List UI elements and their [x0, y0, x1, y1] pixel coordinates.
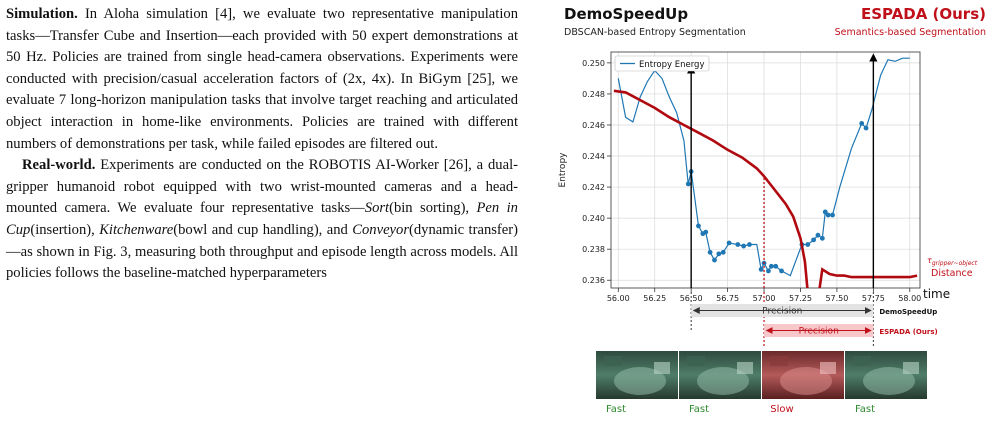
- y-tick-label: 0.240: [582, 214, 605, 223]
- scene-object: [770, 356, 788, 366]
- entropy-segment-points: [685, 121, 869, 274]
- demospeedup-precision-label: Precision: [762, 307, 802, 317]
- figure-svg: DemoSpeedUp DBSCAN-based Entropy Segment…: [558, 5, 986, 415]
- distance-curve: [613, 89, 918, 288]
- y-tick-label: 0.242: [582, 183, 605, 192]
- entropy-point: [707, 249, 713, 255]
- paragraph-text: In Aloha simulation [4], we evaluate two…: [6, 6, 518, 152]
- legend: Entropy Energy: [614, 55, 710, 72]
- scene-object: [737, 362, 753, 374]
- entropy-point: [815, 232, 821, 238]
- plot-frame: [610, 51, 921, 289]
- x-tick-label: 56.75: [716, 294, 739, 303]
- x-tick-label: 56.00: [607, 294, 630, 303]
- entropy-point: [825, 212, 831, 218]
- distance-symbol: τgripper~object: [927, 256, 978, 267]
- entropy-point: [811, 237, 816, 243]
- y-tick-label: 0.246: [582, 121, 605, 130]
- demospeedup-title: DemoSpeedUp: [564, 5, 688, 23]
- scene-object: [654, 362, 670, 374]
- gripper-shape: [614, 367, 666, 395]
- entropy-point: [703, 229, 709, 235]
- entropy-point: [766, 268, 771, 274]
- speed-label: Fast: [606, 404, 626, 415]
- paragraph-text: (dynamic transfer)—as shown in Fig. 3, m…: [6, 221, 518, 282]
- demospeedup-subtitle: DBSCAN-based Entropy Segmentation: [564, 27, 746, 38]
- x-tick-label: 56.25: [643, 294, 666, 303]
- x-tick-label: 58.00: [898, 294, 921, 303]
- y-tick-label: 0.250: [582, 59, 605, 68]
- paragraph-run-in-heading: Real-world.: [22, 157, 96, 174]
- speed-label: Slow: [770, 404, 793, 415]
- entropy-point: [863, 125, 869, 131]
- entropy-point: [735, 242, 741, 247]
- paragraph-text: (bowl and cup handling), and: [173, 221, 353, 238]
- gripper-shape: [780, 367, 832, 395]
- y-tick-label: 0.236: [582, 276, 605, 285]
- x-tick-label: 57.00: [753, 294, 776, 303]
- entropy-point: [773, 263, 779, 269]
- paragraph-text: (insertion),: [30, 221, 100, 238]
- distance-label: Distance: [931, 268, 973, 279]
- paragraph-run-in-heading: Simulation.: [6, 6, 78, 22]
- figure-panel: DemoSpeedUp DBSCAN-based Entropy Segment…: [540, 0, 991, 437]
- entropy-point: [859, 121, 865, 126]
- paragraph-text: (bin sorting),: [389, 200, 477, 217]
- segment-markers: [686, 53, 878, 288]
- task-name: Kitchenware: [99, 221, 174, 238]
- y-tick-label: 0.238: [582, 245, 605, 254]
- entropy-energy-line: [617, 57, 910, 277]
- entropy-point: [726, 240, 732, 246]
- text-column: Simulation. In Aloha simulation [4], we …: [6, 4, 518, 285]
- x-tick-label: 56.50: [680, 294, 703, 303]
- espada-subtitle: Semantics-based Segmentation: [835, 27, 986, 38]
- entropy-point: [805, 242, 811, 247]
- speed-label: Fast: [689, 404, 709, 415]
- entropy-point: [685, 181, 691, 187]
- entropy-point: [720, 249, 726, 255]
- y-axis-label: Entropy: [558, 152, 568, 188]
- x-axis-label: time: [923, 287, 950, 301]
- gripper-shape: [697, 367, 749, 395]
- paragraph-real-world: Real-world. Experiments are conducted on…: [6, 155, 518, 285]
- paragraph-text: Experiments are conducted on the ROBOTIS…: [6, 157, 518, 217]
- entropy-point: [830, 212, 835, 218]
- scene-object: [853, 356, 871, 366]
- paragraph-body: Experiments are conducted on the ROBOTIS…: [6, 157, 518, 281]
- entropy-point: [819, 235, 825, 241]
- paragraph-simulation: Simulation. In Aloha simulation [4], we …: [6, 4, 518, 155]
- espada-title: ESPADA (Ours): [861, 5, 986, 23]
- scene-object: [687, 356, 705, 366]
- x-tick-label: 57.75: [862, 294, 885, 303]
- paragraph-body: In Aloha simulation [4], we evaluate two…: [6, 6, 518, 152]
- camera-strip: Fast Fast Slow Fast: [596, 351, 927, 415]
- entropy-point: [741, 243, 747, 249]
- entropy-point: [696, 223, 701, 229]
- axis-ticks: 56.00 56.25 56.50 56.75 57.00 57.25 57.50 57.75…: [582, 59, 921, 303]
- precision-annotations: Precision DemoSpeedUp Precision ESPADA (Our…: [690, 292, 938, 348]
- espada-precision-label: Precision: [799, 327, 839, 337]
- scene-object: [604, 356, 622, 366]
- y-tick-label: 0.248: [582, 90, 605, 99]
- task-name: Pen in Cup: [6, 200, 518, 238]
- entropy-point: [712, 257, 717, 263]
- entropy-point: [822, 209, 828, 215]
- entropy-point: [768, 263, 774, 269]
- espada-tag: ESPADA (Ours): [879, 328, 937, 336]
- entropy-point: [758, 266, 764, 272]
- legend-label: Entropy Energy: [639, 60, 705, 70]
- task-name: Conveyor: [352, 221, 410, 238]
- x-tick-label: 57.50: [825, 294, 848, 303]
- speed-label: Fast: [855, 404, 875, 415]
- scene-object: [903, 362, 919, 374]
- y-tick-label: 0.244: [582, 152, 605, 161]
- task-name: Sort: [364, 200, 390, 217]
- scene-object: [820, 362, 836, 374]
- demospeedup-tag: DemoSpeedUp: [879, 308, 937, 316]
- x-tick-label: 57.25: [789, 294, 812, 303]
- entropy-point: [716, 251, 722, 257]
- entropy-point: [779, 268, 784, 274]
- entropy-point: [747, 242, 752, 247]
- gripper-shape: [863, 367, 915, 395]
